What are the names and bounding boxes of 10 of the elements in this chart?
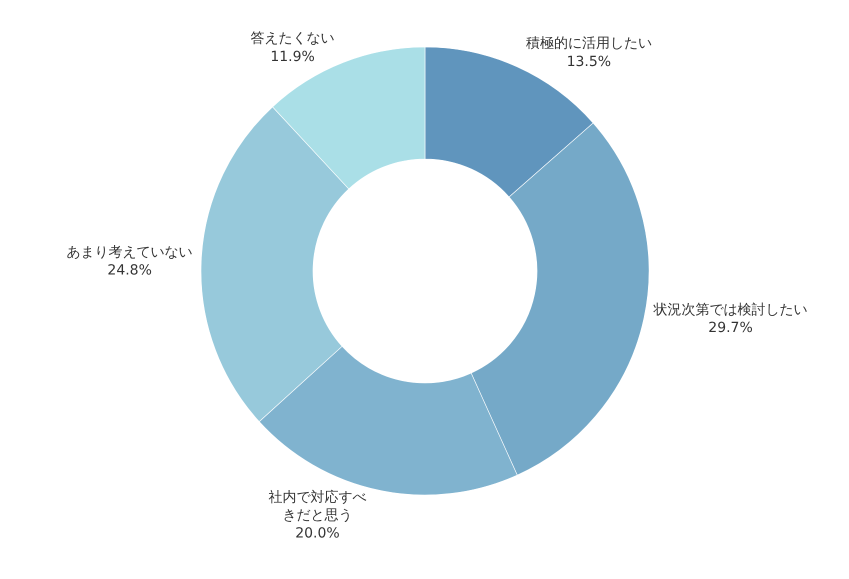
data-label: 20.0% [295, 526, 340, 542]
slice-label: あまり考えていない [66, 244, 193, 260]
slice-label: 答えたくない [250, 30, 335, 47]
slice-label: 状況次第では検討したい [652, 302, 808, 318]
data-label: 24.8% [107, 262, 152, 279]
slice-label: 社内で対応すべきだと思う [268, 489, 366, 524]
data-label: 11.9% [270, 48, 315, 65]
data-label: 13.5% [566, 54, 612, 70]
slice-label: 積極的に活用したい [526, 36, 652, 52]
data-label: 29.7% [708, 320, 753, 336]
